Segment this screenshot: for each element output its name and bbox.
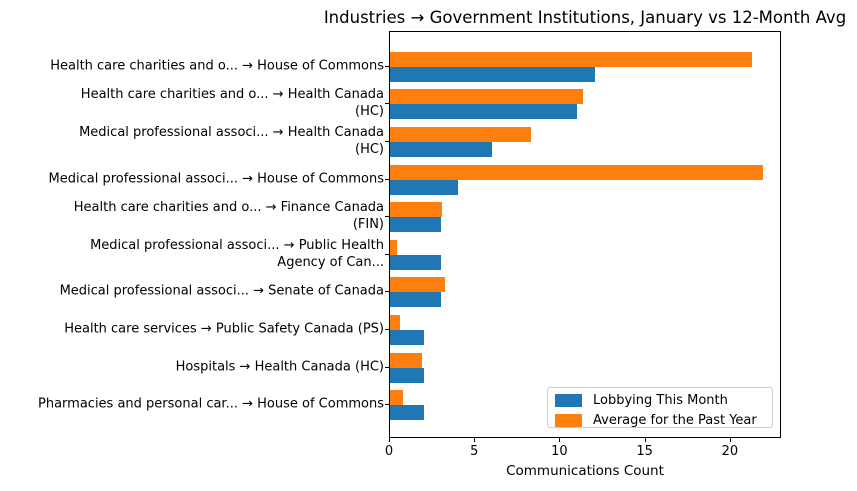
legend-label-average-past-year: Average for the Past Year [593,412,757,428]
x-tick-label: 10 [551,444,568,459]
x-tick-label: 20 [721,444,739,459]
x-tick-label: 5 [470,444,479,459]
y-tick-label: Health care charities and o... → House o… [50,58,384,74]
y-tick-mark [385,178,389,180]
legend-swatch-average-past-year [555,413,582,427]
y-tick-label: Medical professional associ... → Public … [90,237,384,270]
legend-swatch-lobbying-this-month [555,393,582,407]
bar-lobbying-this-month [390,179,459,195]
x-tick-mark [644,438,646,442]
bar-lobbying-this-month [390,141,493,157]
x-tick-mark [389,438,390,442]
y-tick-label: Medical professional associ... → House o… [48,171,384,186]
y-tick-mark [385,253,389,255]
y-tick-mark [385,291,389,293]
y-tick-label: Medical professional associ... → Senate … [59,283,384,299]
bar-average-past-year [390,314,401,330]
chart-title: Industries → Government Institutions, Ja… [323,8,847,27]
bar-lobbying-this-month [390,104,578,120]
y-tick-mark [385,216,389,218]
bar-average-past-year [390,202,442,218]
bar-average-past-year [390,277,446,293]
x-tick-label: 15 [636,444,653,459]
bar-average-past-year [390,390,403,406]
x-tick-mark [474,438,476,442]
bar-average-past-year [390,239,397,255]
bar-lobbying-this-month [390,66,595,82]
y-tick-label: Health care services → Public Safety Can… [64,321,384,337]
y-tick-mark [385,140,389,142]
y-tick-mark [385,328,389,330]
bar-average-past-year [390,89,583,105]
legend-label-lobbying-this-month: Lobbying This Month [593,392,728,408]
plot-area [389,31,781,438]
bar-lobbying-this-month [390,367,425,383]
y-tick-mark [385,366,389,368]
bar-lobbying-this-month [390,292,442,308]
bar-average-past-year [390,164,764,180]
y-tick-label: Hospitals → Health Canada (HC) [175,359,384,374]
y-tick-label: Health care charities and o... → Health … [80,87,384,120]
x-tick-mark [729,438,731,442]
y-tick-mark [385,404,389,406]
legend: Lobbying This Month Average for the Past… [547,387,773,428]
x-tick-mark [559,438,561,442]
y-tick-label: Medical professional associ... → Health … [79,124,384,157]
legend-entry-average-past-year: Average for the Past Year [555,412,772,428]
bar-lobbying-this-month [390,254,442,270]
y-tick-label: Pharmacies and personal car... → House o… [38,396,384,412]
y-tick-label: Health care charities and o... → Finance… [73,200,384,233]
x-tick-label: 0 [384,444,394,459]
y-tick-mark [385,103,389,105]
x-axis-label: Communications Count [506,463,664,479]
bar-lobbying-this-month [390,217,442,233]
bar-average-past-year [390,352,423,368]
bar-average-past-year [390,126,532,142]
bar-lobbying-this-month [390,329,425,345]
legend-entry-lobbying-this-month: Lobbying This Month [555,392,772,408]
bar-lobbying-this-month [390,405,425,421]
y-tick-mark [385,65,389,67]
bar-average-past-year [390,51,753,67]
